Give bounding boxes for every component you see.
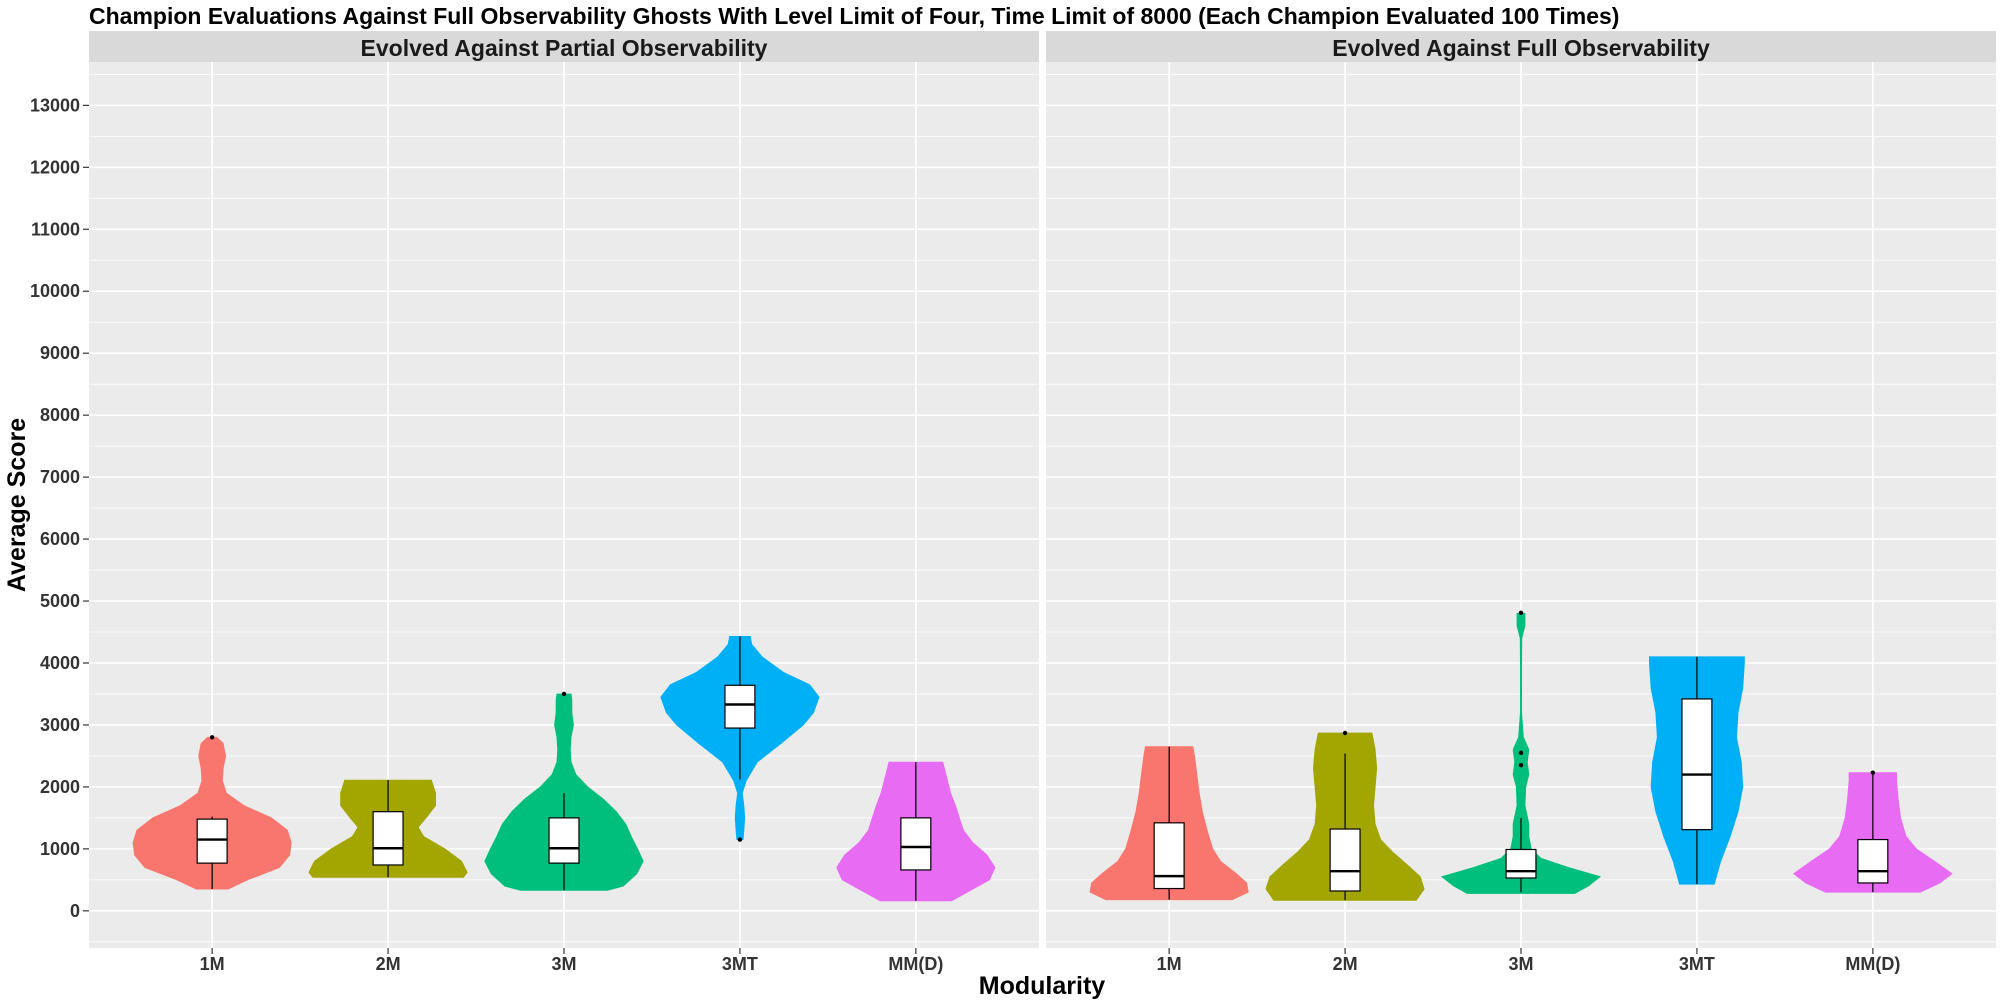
box-3M — [1505, 848, 1537, 879]
x-tick-label: 3MT — [722, 954, 758, 974]
panel-left: Evolved Against Partial Observability — [89, 31, 1039, 948]
outlier-point — [737, 837, 743, 842]
x-axis: 1M 2M 3M 3MT MM(D) 1M 2M 3M 3MT MM(D) — [200, 948, 1900, 974]
box-2M — [372, 811, 404, 866]
panel-left-marks — [132, 636, 996, 902]
chart-title: Champion Evaluations Against Full Observ… — [89, 3, 1619, 29]
panel-right-marks — [1089, 610, 1953, 901]
outlier-point — [1518, 750, 1524, 756]
y-tick-label: 6000 — [40, 529, 80, 549]
x-tick-label: 3MT — [1679, 954, 1715, 974]
box-MM(D) — [1857, 838, 1889, 884]
y-tick-label: 12000 — [30, 157, 80, 177]
panel-left-strip — [89, 31, 1039, 62]
x-tick-label: 3M — [551, 954, 576, 974]
y-tick-label: 11000 — [31, 219, 80, 239]
box-3MT — [724, 684, 756, 729]
outlier-point — [1518, 763, 1524, 768]
x-axis-title: Modularity — [979, 972, 1105, 1000]
panel-right-strip — [1046, 31, 1996, 62]
y-tick-label: 5000 — [40, 591, 80, 611]
y-tick-label: 0 — [70, 901, 80, 921]
x-tick-label: 2M — [376, 954, 401, 974]
box-3M — [548, 817, 580, 864]
panel-right: Evolved Against Full Observability — [1046, 31, 1996, 948]
outlier-point — [1342, 730, 1348, 736]
y-tick-label: 3000 — [40, 715, 80, 735]
panel-left-strip-label: Evolved Against Partial Observability — [361, 35, 768, 61]
box-MM(D) — [900, 817, 932, 871]
box-1M — [1153, 822, 1185, 890]
outlier-point — [1870, 770, 1876, 775]
y-tick-label: 10000 — [30, 281, 80, 301]
outlier-point — [1518, 610, 1524, 616]
y-axis: 0 1000 2000 3000 4000 5000 6000 7000 8000 9000 100… — [30, 95, 89, 921]
y-tick-label: 2000 — [40, 777, 80, 797]
x-tick-label: MM(D) — [1845, 954, 1900, 974]
y-tick-label: 9000 — [40, 343, 80, 363]
violin-3M — [484, 693, 644, 891]
outlier-point — [561, 691, 567, 697]
box-3MT — [1681, 698, 1713, 831]
panel-right-strip-label: Evolved Against Full Observability — [1332, 35, 1710, 61]
y-tick-label: 8000 — [40, 405, 80, 425]
x-tick-label: 1M — [1157, 954, 1182, 974]
y-tick-label: 4000 — [40, 653, 80, 673]
x-tick-label: 2M — [1333, 954, 1358, 974]
y-tick-label: 7000 — [40, 467, 80, 487]
box-1M — [196, 818, 228, 864]
x-tick-label: 3M — [1508, 954, 1533, 974]
y-tick-label: 13000 — [30, 95, 80, 115]
box-2M — [1329, 828, 1361, 892]
x-tick-label: 1M — [200, 954, 225, 974]
y-axis-title: Average Score — [3, 418, 31, 592]
y-tick-label: 1000 — [40, 839, 80, 859]
outlier-point — [209, 735, 215, 740]
violin-1M — [132, 736, 292, 890]
x-tick-label: MM(D) — [888, 954, 943, 974]
